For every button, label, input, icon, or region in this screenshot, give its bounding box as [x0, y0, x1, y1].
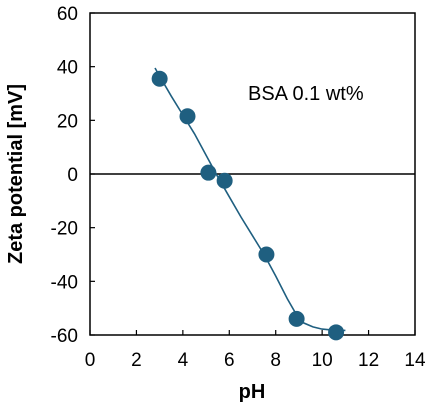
data-point [151, 70, 168, 87]
x-tick-label: 8 [270, 350, 281, 371]
data-point [328, 324, 345, 341]
x-tick-label: 2 [131, 350, 142, 371]
data-point [200, 164, 217, 181]
annotation-label: BSA 0.1 wt% [248, 83, 364, 105]
y-tick-label: 40 [57, 58, 78, 79]
y-tick-label: -40 [51, 272, 78, 293]
data-point [216, 172, 233, 189]
data-point [258, 246, 275, 263]
x-tick-label: 10 [312, 350, 333, 371]
data-point [179, 108, 196, 125]
x-tick-label: 12 [358, 350, 379, 371]
y-tick-label: 60 [57, 4, 78, 25]
x-axis-title: pH [239, 381, 266, 403]
y-tick-label: -20 [51, 219, 78, 240]
y-tick-label: 20 [57, 111, 78, 132]
y-tick-label: -60 [51, 326, 78, 347]
x-tick-label: 14 [404, 350, 426, 371]
data-point [288, 310, 305, 327]
x-tick-label: 6 [224, 350, 235, 371]
x-tick-label: 0 [85, 350, 96, 371]
x-tick-label: 4 [178, 350, 189, 371]
y-axis-title: Zeta potential [mV] [5, 84, 27, 264]
y-tick-label: 0 [67, 165, 78, 186]
fit-curve-line [154, 67, 346, 332]
